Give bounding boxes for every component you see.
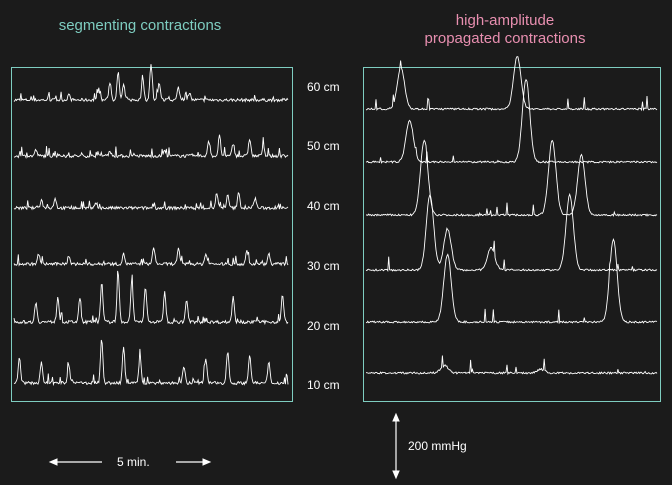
level-label-10: 10 cm — [307, 378, 340, 392]
segmenting-trace-50-cm — [13, 134, 289, 160]
time-scale-label: 5 min. — [117, 455, 150, 469]
propagated-trace-50-cm — [365, 78, 658, 164]
time-scale-arrow — [48, 458, 212, 466]
segmenting-trace-60-cm — [13, 64, 289, 104]
propagated-panel-frame — [363, 67, 661, 402]
propagated-trace-40-cm — [365, 139, 658, 218]
propagated-trace-20-cm — [365, 237, 658, 325]
pressure-scale-arrow — [392, 412, 400, 480]
pressure-scale-label: 200 mmHg — [408, 439, 467, 453]
propagated-trace-60-cm — [365, 56, 658, 112]
segmenting-trace-10-cm — [13, 339, 289, 387]
segmenting-trace-30-cm — [13, 247, 289, 267]
level-label-30: 30 cm — [307, 259, 340, 273]
right-title-line1: high-amplitude — [455, 12, 555, 29]
segmenting-trace-40-cm — [13, 191, 289, 211]
propagated-trace-30-cm — [365, 192, 658, 273]
level-label-50: 50 cm — [307, 139, 340, 153]
left-panel-title: segmenting contractions — [40, 17, 240, 35]
right-title-line2: propagated contractions — [424, 30, 586, 47]
segmenting-panel-frame — [11, 67, 293, 402]
left-title-text: segmenting contractions — [58, 17, 222, 34]
level-label-40: 40 cm — [307, 199, 340, 213]
right-panel-title: high-amplitude propagated contractions — [395, 12, 615, 48]
level-label-20: 20 cm — [307, 319, 340, 333]
level-label-60: 60 cm — [307, 80, 340, 94]
propagated-trace-10-cm — [366, 355, 658, 376]
segmenting-trace-20-cm — [13, 270, 289, 326]
